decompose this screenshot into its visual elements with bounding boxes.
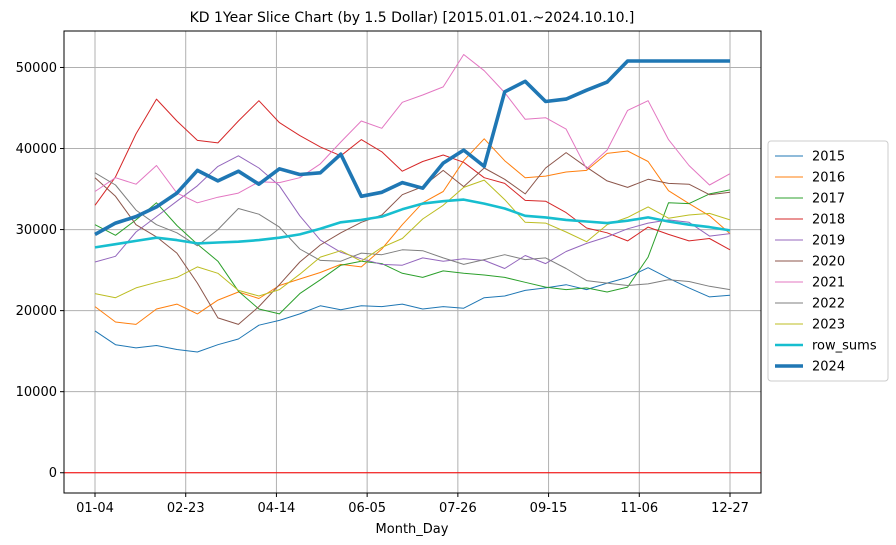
series-line-2021 bbox=[94, 54, 731, 204]
x-tick-label: 04-14 bbox=[258, 501, 296, 516]
y-tick-label: 20000 bbox=[16, 304, 57, 319]
series-line-row_sums bbox=[94, 198, 731, 249]
legend-label-2015: 2015 bbox=[812, 150, 845, 165]
legend-label-row_sums: row_sums bbox=[812, 339, 877, 354]
legend: 2015 2016 2017 2018 2019 2020 2021 2022 2023 row_… bbox=[767, 140, 889, 382]
y-axis: 0 10000 20000 30000 40000 50000 bbox=[16, 61, 64, 481]
legend-label-2021: 2021 bbox=[812, 276, 845, 291]
series-line-2023 bbox=[94, 179, 731, 299]
chart-title: KD 1Year Slice Chart (by 1.5 Dollar) [20… bbox=[190, 10, 635, 26]
x-tick-label: 12-27 bbox=[711, 501, 749, 516]
series-line-2015 bbox=[94, 267, 731, 353]
x-axis: 01-04 02-23 04-14 06-05 07-26 09-15 11-06 12-27 bbox=[76, 493, 749, 516]
x-tick-label: 09-15 bbox=[530, 501, 568, 516]
y-tick-label: 50000 bbox=[16, 61, 57, 76]
x-axis-label: Month_Day bbox=[376, 522, 449, 537]
series-line-2024 bbox=[94, 59, 730, 236]
legend-label-2019: 2019 bbox=[812, 234, 845, 249]
legend-label-2022: 2022 bbox=[812, 297, 845, 312]
plot-lines bbox=[64, 54, 761, 474]
legend-label-2016: 2016 bbox=[812, 171, 845, 186]
series-line-2016 bbox=[94, 138, 731, 325]
series-line-2017 bbox=[94, 189, 731, 315]
series-line-2018 bbox=[94, 98, 731, 251]
series-line-2019 bbox=[94, 155, 731, 269]
legend-label-2020: 2020 bbox=[812, 255, 845, 270]
y-tick-label: 30000 bbox=[16, 223, 57, 238]
y-tick-label: 40000 bbox=[16, 142, 57, 157]
legend-label-2017: 2017 bbox=[812, 192, 845, 207]
legend-label-2018: 2018 bbox=[812, 213, 845, 228]
x-tick-label: 07-26 bbox=[439, 501, 477, 516]
x-tick-label: 11-06 bbox=[620, 501, 658, 516]
y-tick-label: 10000 bbox=[16, 385, 57, 400]
x-tick-label: 06-05 bbox=[348, 501, 386, 516]
legend-label-2023: 2023 bbox=[812, 318, 845, 333]
plot-frame bbox=[63, 30, 762, 494]
x-tick-label: 02-23 bbox=[167, 501, 205, 516]
legend-box bbox=[767, 140, 889, 382]
legend-label-2024: 2024 bbox=[812, 360, 845, 375]
y-tick-label: 0 bbox=[49, 466, 57, 481]
series-line-2020 bbox=[94, 152, 731, 325]
x-tick-label: 01-04 bbox=[76, 501, 114, 516]
